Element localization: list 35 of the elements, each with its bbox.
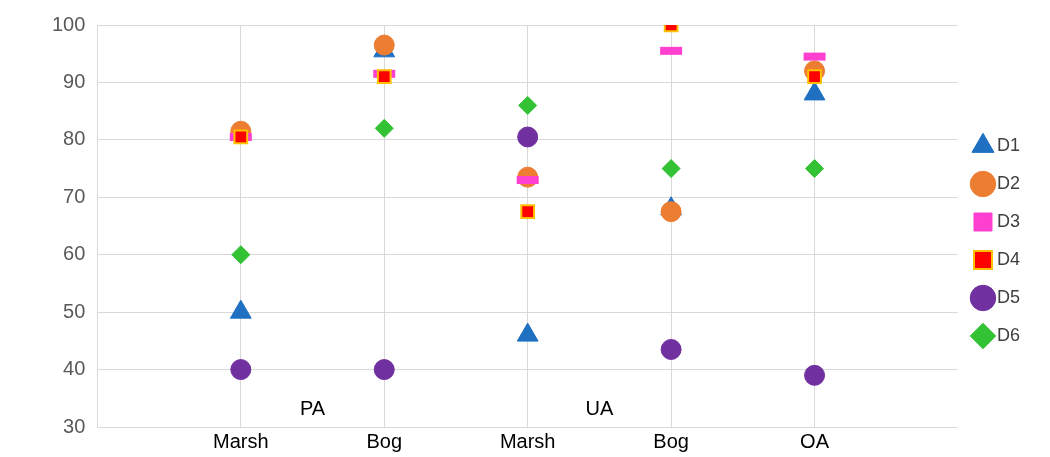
y-tick-label: 60 bbox=[63, 242, 86, 265]
legend-label: D5 bbox=[996, 286, 1021, 307]
annotation: UA bbox=[585, 396, 614, 419]
point bbox=[230, 359, 252, 381]
x-tick-label: Marsh bbox=[213, 429, 269, 452]
x-tick-label: Marsh bbox=[499, 429, 556, 452]
point bbox=[373, 359, 395, 381]
legend-label: D2 bbox=[996, 172, 1021, 193]
y-tick-label: 90 bbox=[63, 69, 86, 92]
point bbox=[660, 201, 682, 223]
x-tick-label: Bog bbox=[366, 429, 403, 452]
legend-label: D6 bbox=[996, 324, 1021, 345]
point bbox=[805, 159, 825, 179]
y-tick-label: 40 bbox=[63, 357, 86, 380]
point bbox=[233, 129, 249, 145]
point bbox=[804, 364, 826, 386]
point bbox=[518, 95, 538, 115]
point bbox=[376, 69, 392, 85]
y-tick-label: 70 bbox=[63, 184, 86, 207]
point bbox=[231, 245, 251, 265]
point bbox=[660, 338, 682, 360]
y-tick-label: 100 bbox=[51, 12, 86, 35]
point bbox=[520, 204, 536, 220]
y-tick-label: 30 bbox=[63, 414, 86, 437]
annotation: PA bbox=[299, 396, 326, 419]
point bbox=[661, 159, 681, 179]
legend-label: D3 bbox=[996, 210, 1021, 231]
y-tick-label: 80 bbox=[63, 127, 86, 150]
x-tick-label: Bog bbox=[653, 429, 689, 452]
point bbox=[374, 118, 394, 138]
x-tick-label: OA bbox=[800, 429, 830, 452]
legend-label: D1 bbox=[996, 134, 1021, 155]
legend-label: D4 bbox=[996, 248, 1021, 269]
point bbox=[517, 126, 539, 148]
y-tick-label: 50 bbox=[63, 299, 86, 322]
